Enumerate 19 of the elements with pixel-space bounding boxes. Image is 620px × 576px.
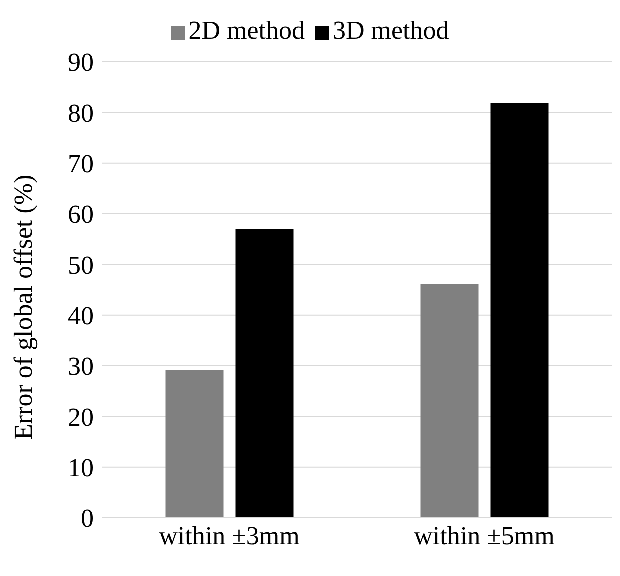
y-tick-label: 50 — [68, 250, 94, 280]
bar — [490, 104, 549, 518]
legend-label: 3D method — [333, 16, 450, 45]
y-tick-label: 20 — [68, 402, 94, 432]
y-tick-label: 10 — [68, 454, 94, 483]
y-tick-label: 0 — [81, 504, 94, 534]
y-tick-label: 40 — [68, 302, 94, 331]
bar — [420, 284, 479, 518]
y-tick-label: 90 — [68, 48, 94, 78]
bar — [236, 229, 294, 518]
y-tick-label: 30 — [68, 352, 94, 382]
y-tick-label: 70 — [68, 150, 94, 179]
x-tick-label: within ±3mm — [159, 521, 300, 550]
y-axis-title: Error of global offset (%) — [9, 174, 38, 440]
y-tick-label: 60 — [68, 200, 94, 230]
legend-label: 2D method — [188, 16, 305, 45]
bar — [166, 370, 224, 518]
x-tick-label: within ±5mm — [414, 521, 555, 550]
y-tick-label: 80 — [68, 98, 94, 128]
